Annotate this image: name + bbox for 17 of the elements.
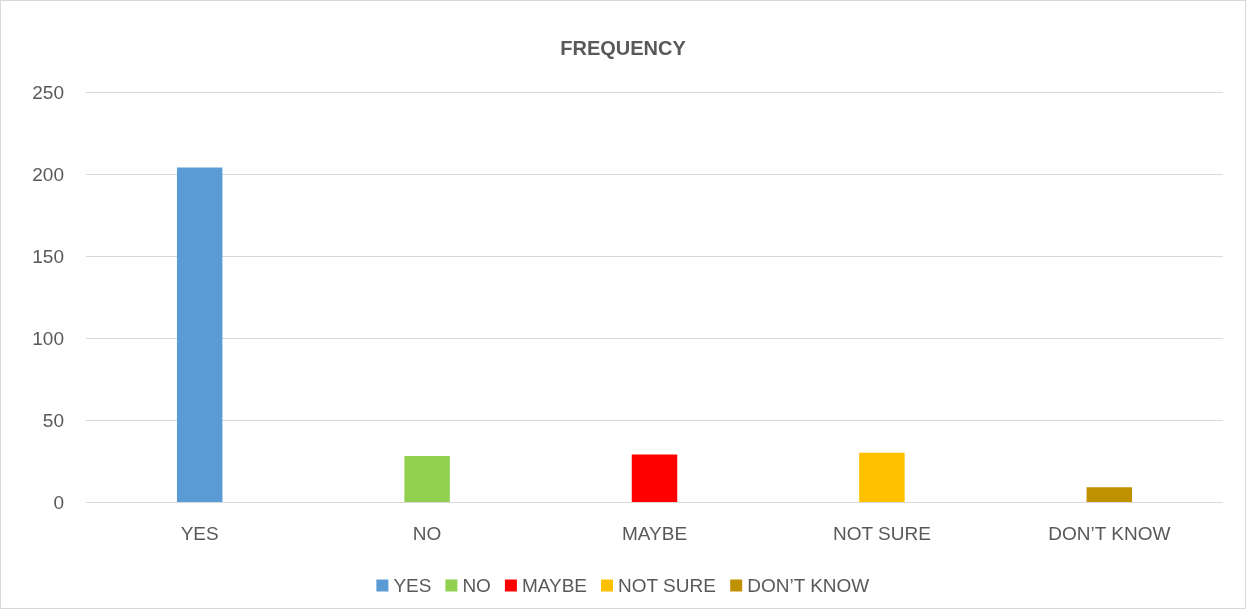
x-tick-label: NOT SURE	[832, 523, 931, 544]
y-tick-label: 150	[32, 245, 64, 267]
legend-label: NOT SURE	[618, 575, 716, 596]
legend-label: YES	[393, 575, 432, 596]
chart-title: FREQUENCY	[560, 37, 687, 59]
x-tick-label: MAYBE	[621, 523, 688, 544]
y-tick-label: 100	[32, 327, 64, 349]
y-tick-label: 200	[32, 163, 64, 185]
legend-label: DON’T KNOW	[747, 575, 870, 596]
x-tick-label: NO	[412, 523, 442, 544]
legend-label: MAYBE	[521, 575, 588, 596]
y-tick-label: 0	[53, 491, 64, 513]
x-tick-label: YES	[180, 523, 219, 544]
legend-label: NO	[462, 575, 491, 596]
y-tick-label: 50	[42, 409, 64, 431]
y-tick-label: 250	[32, 81, 64, 103]
x-tick-label: DON’T KNOW	[1048, 523, 1171, 544]
